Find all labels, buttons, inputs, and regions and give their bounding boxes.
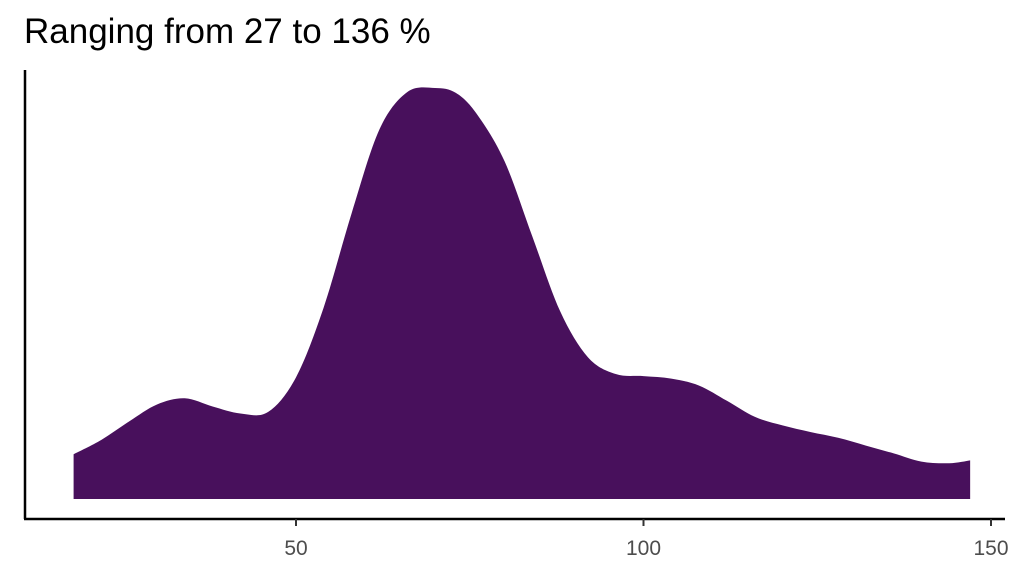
chart-title: Ranging from 27 to 136 % — [24, 12, 431, 51]
density-area — [73, 87, 971, 500]
x-tick-label: 50 — [284, 537, 307, 560]
x-tick-label: 150 — [973, 537, 1008, 560]
x-tick-label: 100 — [626, 537, 661, 560]
